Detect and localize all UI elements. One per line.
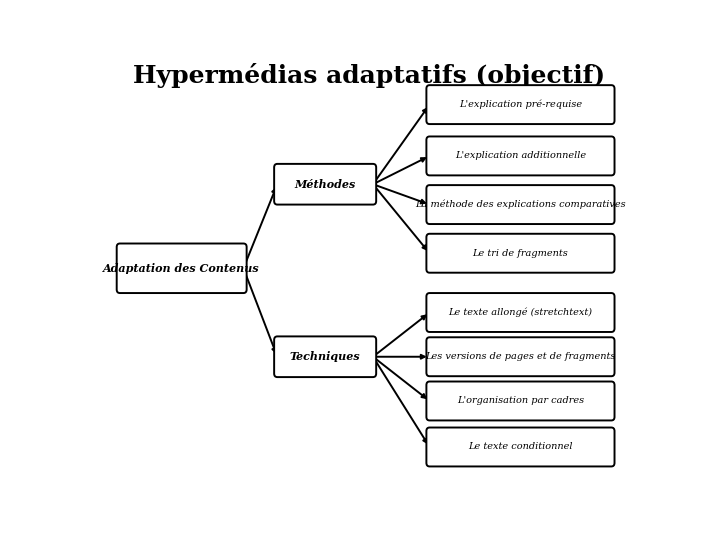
FancyBboxPatch shape <box>274 164 376 205</box>
FancyBboxPatch shape <box>426 338 615 376</box>
FancyBboxPatch shape <box>426 428 615 467</box>
Text: Hypermédias adaptatifs (objectif): Hypermédias adaptatifs (objectif) <box>133 63 605 88</box>
FancyBboxPatch shape <box>426 137 615 176</box>
Text: La méthode des explications comparatives: La méthode des explications comparatives <box>415 200 626 210</box>
Text: Techniques: Techniques <box>290 351 361 362</box>
FancyBboxPatch shape <box>426 185 615 224</box>
Text: L'organisation par cadres: L'organisation par cadres <box>457 396 584 406</box>
Text: Le texte allongé (stretchtext): Le texte allongé (stretchtext) <box>449 308 593 318</box>
FancyBboxPatch shape <box>426 382 615 421</box>
Text: Le texte conditionnel: Le texte conditionnel <box>468 442 572 451</box>
Text: L'explication additionnelle: L'explication additionnelle <box>455 151 586 160</box>
Text: L'explication pré-requise: L'explication pré-requise <box>459 100 582 110</box>
Text: Méthodes: Méthodes <box>294 179 356 190</box>
Text: Adaptation des Contenus: Adaptation des Contenus <box>104 263 260 274</box>
FancyBboxPatch shape <box>426 85 615 124</box>
FancyBboxPatch shape <box>426 293 615 332</box>
Text: Les versions de pages et de fragments: Les versions de pages et de fragments <box>426 352 616 361</box>
FancyBboxPatch shape <box>117 244 247 293</box>
FancyBboxPatch shape <box>274 336 376 377</box>
FancyBboxPatch shape <box>426 234 615 273</box>
Text: Le tri de fragments: Le tri de fragments <box>472 249 568 258</box>
